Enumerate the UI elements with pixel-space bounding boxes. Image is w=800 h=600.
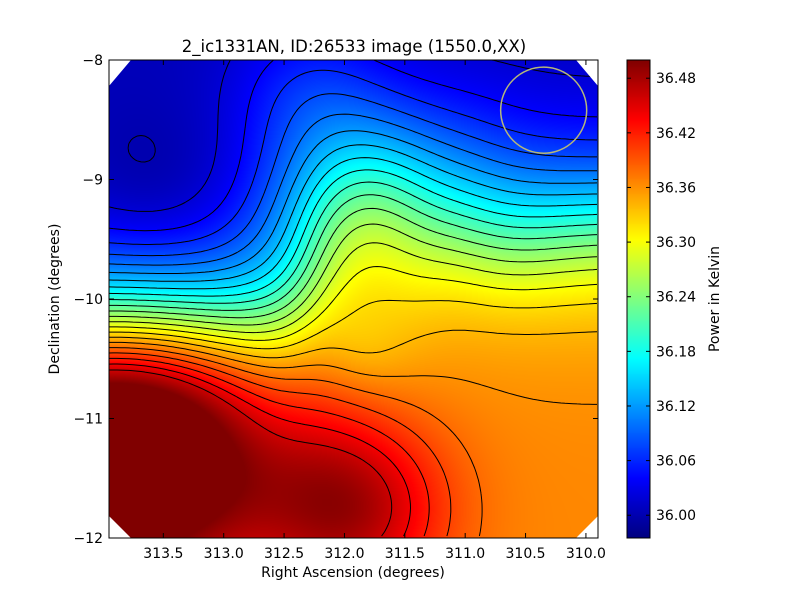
- contour-level: [109, 299, 598, 350]
- contour-level: [109, 130, 598, 274]
- y-axis: −8 −9 −10 −11 −12: [73, 53, 598, 547]
- x-axis-label: Right Ascension (degrees): [261, 565, 445, 581]
- contour-level: [109, 169, 598, 297]
- y-tick-label: −8: [82, 53, 103, 69]
- colorbar-label: Power in Kelvin: [707, 246, 723, 352]
- contour-level: [109, 144, 597, 282]
- contour-level: [109, 93, 597, 257]
- colorbar-tick-label: 36.48: [656, 71, 696, 87]
- colorbar-tick-label: 36.00: [656, 508, 696, 524]
- contour-level: [109, 60, 598, 232]
- x-tick-label: 313.5: [143, 546, 183, 562]
- colorbar-tick-label: 36.36: [656, 180, 696, 196]
- y-tick-label: −12: [73, 531, 103, 547]
- contour-level: [109, 363, 411, 537]
- x-tick-label: 311.0: [445, 546, 485, 562]
- beam-circle: [499, 66, 588, 154]
- contour-level: [109, 157, 598, 290]
- colorbar-tick-label: 36.30: [656, 235, 696, 251]
- contour-level: [109, 341, 597, 405]
- contour-level: [109, 242, 598, 334]
- contour-level: [109, 69, 598, 245]
- contour-level: [109, 181, 598, 304]
- contour-level: [109, 352, 452, 537]
- contour-lines: [109, 60, 598, 537]
- contour-level: [109, 113, 597, 266]
- contour-level: [109, 266, 598, 341]
- colorbar-tick-label: 36.06: [656, 454, 696, 470]
- colorbar: 36.00 36.06 36.12 36.18 36.24 36.30 36.36 36.42…: [626, 59, 723, 539]
- contour-level: [109, 329, 598, 359]
- colorbar-tick-label: 36.12: [656, 399, 696, 415]
- y-tick-label: −9: [82, 173, 103, 189]
- contour-level: [109, 357, 430, 537]
- y-tick-label: −10: [73, 292, 103, 308]
- contour-level: [109, 60, 598, 212]
- y-axis-label: Declination (degrees): [47, 224, 63, 375]
- colorbar-tick-label: 36.18: [656, 344, 696, 360]
- x-tick-label: 310.0: [566, 546, 606, 562]
- y-tick-label: −11: [73, 412, 103, 428]
- contour-level: [109, 369, 393, 537]
- chart-title: 2_ic1331AN, ID:26533 image (1550.0,XX): [182, 37, 526, 57]
- colorbar-canvas: [627, 60, 650, 538]
- plot-area: [108, 59, 599, 539]
- colorbar-frame: [626, 59, 651, 539]
- x-tick-label: 311.5: [385, 546, 425, 562]
- x-tick-label: 310.5: [506, 546, 546, 562]
- heatmap-canvas: [109, 60, 598, 538]
- x-tick-label: 312.0: [324, 546, 364, 562]
- contour-level: [127, 135, 156, 163]
- contour-level: [109, 223, 598, 326]
- x-tick-label: 312.5: [264, 546, 304, 562]
- contour-level: [109, 194, 598, 311]
- colorbar-tick-label: 36.42: [656, 126, 696, 142]
- colorbar-ticks: 36.00 36.06 36.12 36.18 36.24 36.30 36.36 36.42…: [627, 71, 696, 524]
- x-axis: 313.5 313.0 312.5 312.0 311.5 311.0 310.5 310.0: [143, 60, 606, 562]
- colorbar-tick-label: 36.24: [656, 290, 696, 306]
- contour-level: [109, 347, 483, 537]
- x-tick-label: 313.0: [204, 546, 244, 562]
- contour-level: [109, 207, 598, 319]
